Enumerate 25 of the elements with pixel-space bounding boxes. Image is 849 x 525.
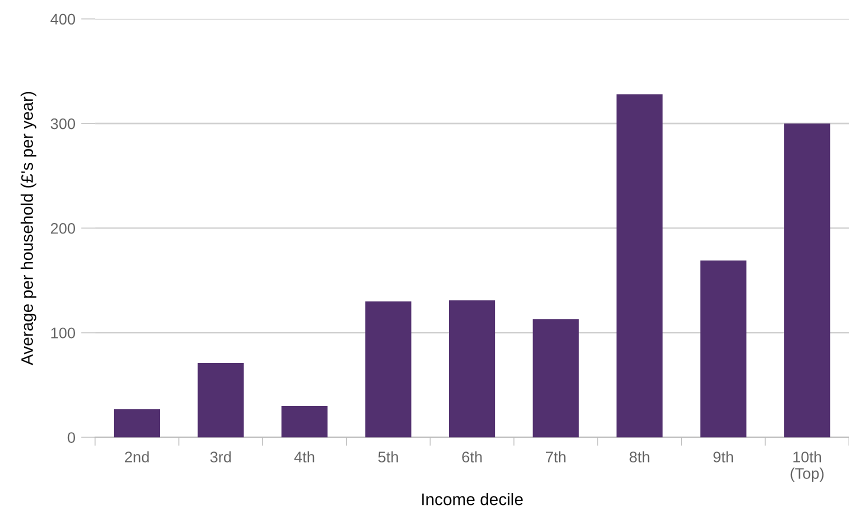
y-tick-label: 100 <box>51 328 76 338</box>
y-tick-label: 0 <box>68 432 76 444</box>
x-tick-label: 4th <box>294 451 314 462</box>
x-tick-label: 10th (Top) <box>790 451 824 482</box>
x-tick-label: 3rd <box>210 451 231 462</box>
y-tick-label: 200 <box>50 222 76 234</box>
bar <box>114 409 160 438</box>
bar <box>449 300 496 438</box>
x-tick-label: 2nd <box>124 451 149 462</box>
x-tick-label: 9th <box>713 451 733 462</box>
bar <box>616 94 663 438</box>
bar <box>281 406 328 438</box>
x-tick-label: 5th <box>378 451 398 462</box>
bar <box>198 363 244 438</box>
bar <box>700 260 746 438</box>
bar <box>532 319 579 438</box>
x-tick-label: 6th <box>462 451 482 462</box>
y-axis-title: Average per household (£'s per year) <box>20 92 36 366</box>
x-tick-label: 7th <box>546 451 566 462</box>
x-axis-title: Income decile <box>422 493 523 506</box>
x-tick-label: 8th <box>630 451 650 462</box>
bar <box>365 301 412 438</box>
bar <box>784 124 830 438</box>
y-tick-label: 400 <box>50 14 76 25</box>
y-tick-label: 300 <box>50 118 76 130</box>
